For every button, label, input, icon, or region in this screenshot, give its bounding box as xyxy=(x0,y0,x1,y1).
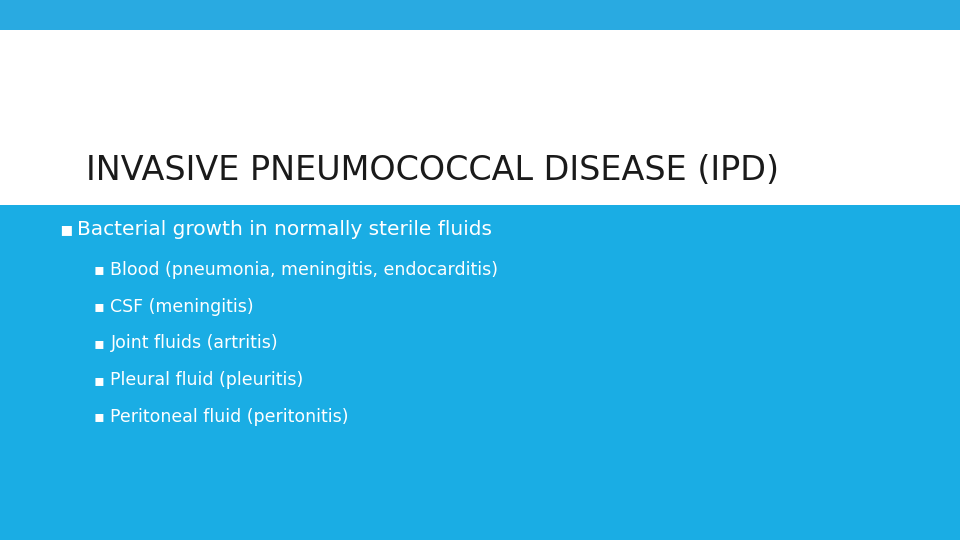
Text: ▪: ▪ xyxy=(93,262,104,278)
Text: Joint fluids (artritis): Joint fluids (artritis) xyxy=(110,334,278,353)
Text: CSF (meningitis): CSF (meningitis) xyxy=(110,298,254,316)
Text: Bacterial growth in normally sterile fluids: Bacterial growth in normally sterile flu… xyxy=(77,220,492,239)
Bar xyxy=(0,0,960,30)
Text: ▪: ▪ xyxy=(93,336,104,351)
Text: INVASIVE PNEUMOCOCCAL DISEASE (IPD): INVASIVE PNEUMOCOCCAL DISEASE (IPD) xyxy=(86,153,780,187)
Text: ▪: ▪ xyxy=(93,373,104,388)
Text: Pleural fluid (pleuritis): Pleural fluid (pleuritis) xyxy=(110,371,303,389)
Text: ▪: ▪ xyxy=(93,409,104,424)
Text: ▪: ▪ xyxy=(60,220,73,239)
Text: ▪: ▪ xyxy=(93,299,104,314)
Text: Peritoneal fluid (peritonitis): Peritoneal fluid (peritonitis) xyxy=(110,408,348,426)
Bar xyxy=(0,0,960,205)
Text: Blood (pneumonia, meningitis, endocarditis): Blood (pneumonia, meningitis, endocardit… xyxy=(110,261,498,279)
